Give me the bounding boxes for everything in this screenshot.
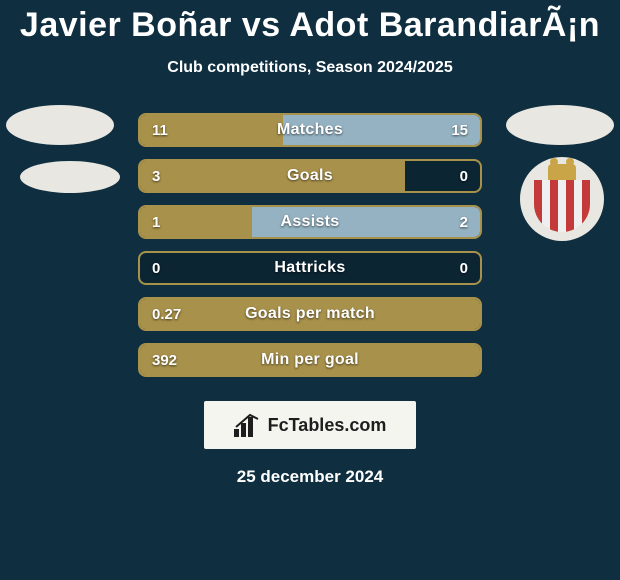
content: Javier Boñar vs Adot BarandiarÃ¡n Club c… (0, 0, 620, 580)
fctables-label: FcTables.com (268, 415, 387, 436)
stat-label: Matches (140, 115, 480, 145)
stat-row: 1115Matches (138, 113, 482, 147)
player-left-badge-oval-2 (20, 161, 120, 193)
stat-row: 392Min per goal (138, 343, 482, 377)
page-title: Javier Boñar vs Adot BarandiarÃ¡n (20, 6, 600, 45)
stat-label: Goals per match (140, 299, 480, 329)
stat-label: Goals (140, 161, 480, 191)
stat-row: 00Hattricks (138, 251, 482, 285)
crest-shield-icon (534, 180, 590, 232)
fctables-watermark: FcTables.com (204, 401, 416, 449)
club-crest-icon (530, 164, 594, 234)
stat-row: 30Goals (138, 159, 482, 193)
crest-crown-icon (548, 164, 576, 180)
player-right-club-badge (520, 157, 604, 241)
fctables-logo-icon (234, 413, 262, 437)
stat-label: Min per goal (140, 345, 480, 375)
player-right-badge-oval (506, 105, 614, 145)
stat-row: 12Assists (138, 205, 482, 239)
stat-row: 0.27Goals per match (138, 297, 482, 331)
stat-label: Assists (140, 207, 480, 237)
player-left-badge-oval (6, 105, 114, 145)
comparison-chart: 1115Matches 30Goals 12Assists 00Hattricks 0.… (0, 113, 620, 377)
stat-label: Hattricks (140, 253, 480, 283)
stat-rows: 1115Matches 30Goals 12Assists 00Hattricks 0.… (138, 113, 482, 377)
generated-date: 25 december 2024 (237, 467, 384, 487)
subtitle: Club competitions, Season 2024/2025 (167, 59, 452, 77)
